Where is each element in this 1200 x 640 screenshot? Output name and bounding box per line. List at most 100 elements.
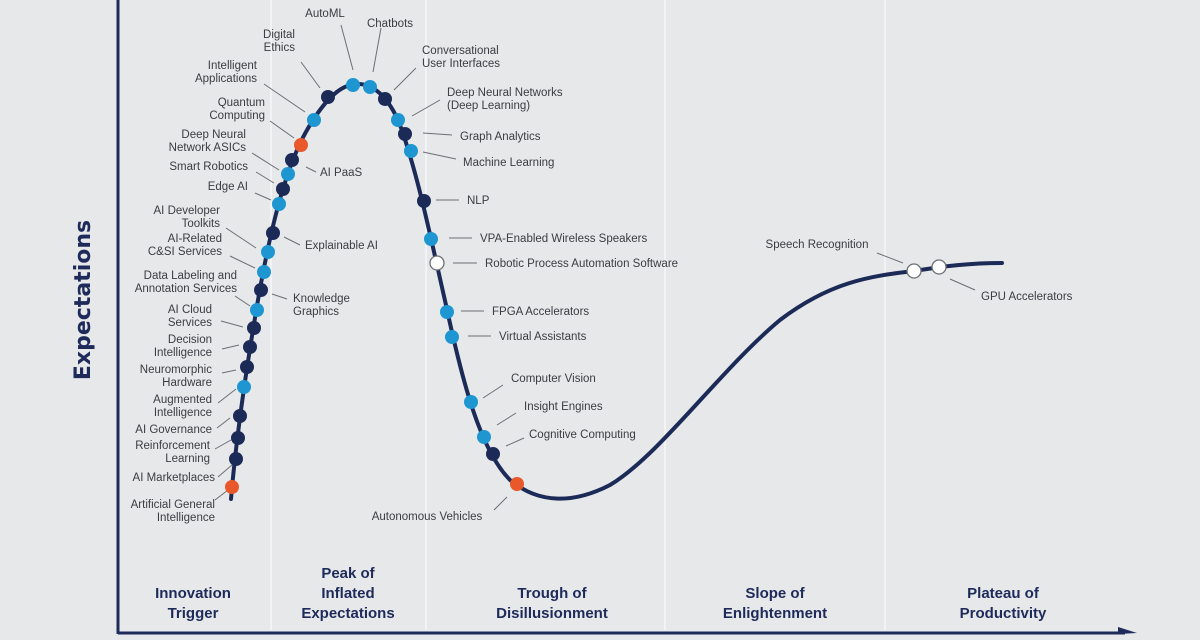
point-label-line: AutoML bbox=[305, 8, 345, 20]
point-label-line: Virtual Assistants bbox=[499, 331, 587, 343]
data-point-marker[interactable] bbox=[429, 255, 445, 271]
data-point-marker[interactable] bbox=[294, 138, 308, 152]
phase-label-line: Innovation bbox=[155, 585, 231, 602]
phase-label-line: Enlightenment bbox=[723, 605, 827, 622]
y-axis-label: Expectations bbox=[71, 220, 96, 380]
leader-line bbox=[217, 464, 233, 478]
point-label-line: C&SI Services bbox=[148, 246, 222, 258]
data-point-marker[interactable] bbox=[225, 480, 239, 494]
leader-line bbox=[271, 293, 288, 300]
leader-line bbox=[214, 439, 232, 450]
data-point-marker[interactable] bbox=[906, 263, 922, 279]
phase-label: Trough of Disillusionment bbox=[496, 585, 608, 622]
point-label-line: Data Labeling and bbox=[144, 270, 237, 282]
x-axis-arrow-icon bbox=[1118, 627, 1137, 634]
leader-line bbox=[482, 384, 504, 399]
point-label-line: Hardware bbox=[162, 377, 212, 389]
data-point-marker[interactable] bbox=[464, 395, 478, 409]
point-label-line: Computer Vision bbox=[511, 373, 596, 385]
data-point-marker[interactable] bbox=[247, 321, 261, 335]
point-label: Digital Ethics bbox=[263, 29, 295, 54]
data-point-marker[interactable] bbox=[417, 194, 431, 208]
point-label-line: Cognitive Computing bbox=[529, 429, 636, 441]
data-point-marker[interactable] bbox=[404, 144, 418, 158]
data-point-marker[interactable] bbox=[229, 452, 243, 466]
phase-label-line: Expectations bbox=[301, 605, 394, 622]
leader-line bbox=[251, 152, 280, 171]
point-label-line: Augmented bbox=[153, 394, 212, 406]
data-point-marker[interactable] bbox=[931, 259, 947, 275]
point-label-line: AI-Related bbox=[168, 233, 222, 245]
point-label-line: Intelligence bbox=[154, 347, 212, 359]
point-label: Cognitive Computing bbox=[529, 429, 636, 441]
data-point-marker[interactable] bbox=[261, 245, 275, 259]
point-label-line: AI PaaS bbox=[320, 167, 363, 179]
data-point-marker[interactable] bbox=[254, 283, 268, 297]
point-label: AI PaaS bbox=[320, 167, 363, 179]
data-point-marker[interactable] bbox=[477, 430, 491, 444]
point-label-line: FPGA Accelerators bbox=[492, 306, 589, 318]
leader-line bbox=[221, 369, 237, 374]
data-point-marker[interactable] bbox=[285, 153, 299, 167]
point-label-line: AI Cloud bbox=[168, 304, 212, 316]
data-point-marker[interactable] bbox=[276, 182, 290, 196]
point-label-line: Toolkits bbox=[182, 218, 221, 230]
point-label-line: Annotation Services bbox=[135, 283, 238, 295]
point-label: Computer Vision bbox=[511, 373, 596, 385]
point-label: Virtual Assistants bbox=[499, 331, 587, 343]
data-point-marker[interactable] bbox=[231, 431, 245, 445]
data-point-marker[interactable] bbox=[250, 303, 264, 317]
point-label-line: Deep Neural Networks bbox=[447, 87, 563, 99]
point-label-line: Intelligence bbox=[154, 407, 212, 419]
point-label: Reinforcement Learning bbox=[135, 440, 211, 465]
data-point-marker[interactable] bbox=[346, 78, 360, 92]
data-point-marker[interactable] bbox=[237, 380, 251, 394]
data-point-marker[interactable] bbox=[243, 340, 257, 354]
data-point-marker[interactable] bbox=[486, 447, 500, 461]
point-label-line: Computing bbox=[209, 110, 265, 122]
leader-line bbox=[255, 171, 275, 184]
leader-line bbox=[217, 388, 237, 404]
point-label-line: Deep Neural bbox=[181, 129, 246, 141]
point-label-line: User Interfaces bbox=[422, 58, 500, 70]
point-label: AI-Related C&SI Services bbox=[148, 233, 222, 258]
data-point-marker[interactable] bbox=[378, 92, 392, 106]
leader-line bbox=[269, 120, 295, 139]
data-point-marker[interactable] bbox=[445, 330, 459, 344]
leader-line bbox=[496, 412, 517, 426]
data-point-marker[interactable] bbox=[257, 265, 271, 279]
data-point-marker[interactable] bbox=[440, 305, 454, 319]
point-label-line: Autonomous Vehicles bbox=[372, 511, 483, 523]
leader-line bbox=[340, 24, 354, 71]
data-point-marker[interactable] bbox=[391, 113, 405, 127]
data-point-marker[interactable] bbox=[240, 360, 254, 374]
data-point-marker[interactable] bbox=[272, 197, 286, 211]
point-label: Graph Analytics bbox=[460, 131, 541, 143]
point-label-line: Artificial General bbox=[131, 499, 215, 511]
data-point-marker[interactable] bbox=[233, 409, 247, 423]
phase-label: Innovation Trigger bbox=[155, 585, 231, 622]
point-label: AI Governance bbox=[135, 424, 212, 436]
point-label-line: Graphics bbox=[293, 306, 339, 318]
leader-line bbox=[411, 99, 441, 117]
phase-bands bbox=[270, 0, 886, 630]
data-point-marker[interactable] bbox=[398, 127, 412, 141]
point-label-line: Learning bbox=[165, 453, 210, 465]
data-point-marker[interactable] bbox=[266, 226, 280, 240]
leader-line bbox=[254, 192, 272, 201]
point-label: Machine Learning bbox=[463, 157, 554, 169]
data-point-marker[interactable] bbox=[281, 167, 295, 181]
point-label-line: AI Marketplaces bbox=[133, 472, 216, 484]
point-label-line: Applications bbox=[195, 73, 257, 85]
data-point-marker[interactable] bbox=[424, 232, 438, 246]
point-label: VPA-Enabled Wireless Speakers bbox=[480, 233, 647, 245]
leader-line bbox=[220, 320, 244, 328]
data-point-marker[interactable] bbox=[307, 113, 321, 127]
point-label-line: Conversational bbox=[422, 45, 499, 57]
point-label: Decision Intelligence bbox=[154, 334, 212, 359]
data-point-marker[interactable] bbox=[321, 90, 335, 104]
data-point-marker[interactable] bbox=[363, 80, 377, 94]
point-label-line: Knowledge bbox=[293, 293, 350, 305]
point-label-line: Chatbots bbox=[367, 18, 413, 30]
data-point-marker[interactable] bbox=[510, 477, 524, 491]
